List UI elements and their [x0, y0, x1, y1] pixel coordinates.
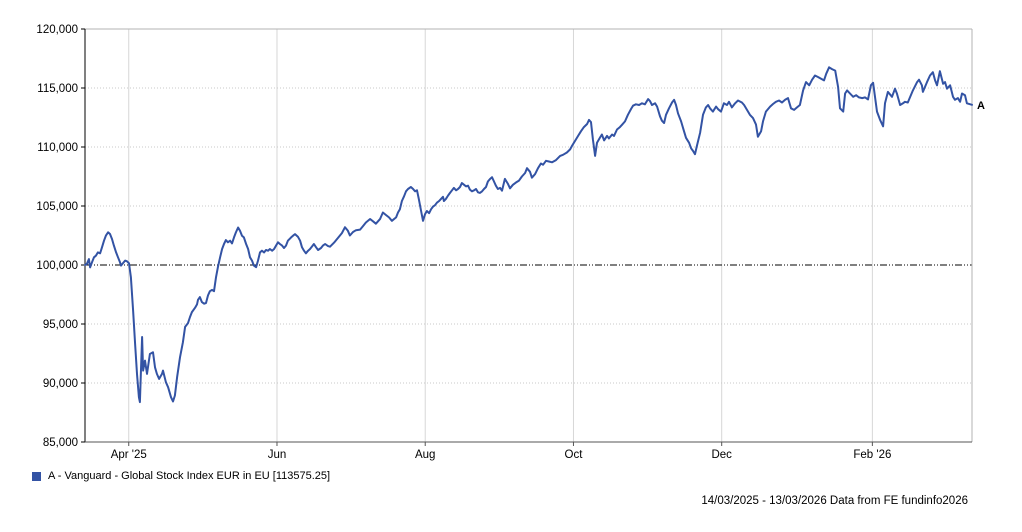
chart-legend: A - Vanguard - Global Stock Index EUR in… [32, 470, 330, 482]
x-tick-label: Aug [415, 449, 435, 461]
series-end-label: A [977, 100, 985, 112]
y-tick-label: 90,000 [43, 378, 78, 390]
y-tick-label: 85,000 [43, 437, 78, 449]
date-range-note: 14/03/2025 - 13/03/2026 Data from FE fun… [701, 495, 968, 507]
x-tick-label: Apr '25 [111, 449, 147, 461]
x-tick-label: Jun [268, 449, 287, 461]
y-tick-label: 105,000 [36, 201, 78, 213]
x-tick-label: Dec [711, 449, 732, 461]
x-tick-label: Feb '26 [853, 449, 891, 461]
series-a-marker [32, 471, 41, 481]
y-tick-label: 115,000 [37, 83, 78, 95]
y-tick-label: 110,000 [37, 142, 78, 154]
y-tick-label: 95,000 [43, 319, 78, 331]
y-tick-label: 100,000 [36, 260, 78, 272]
x-tick-label: Oct [565, 449, 584, 461]
y-tick-label: 120,000 [36, 24, 78, 36]
price-line [84, 66, 973, 404]
series-a-label: A - Vanguard - Global Stock Index EUR in… [48, 470, 331, 482]
